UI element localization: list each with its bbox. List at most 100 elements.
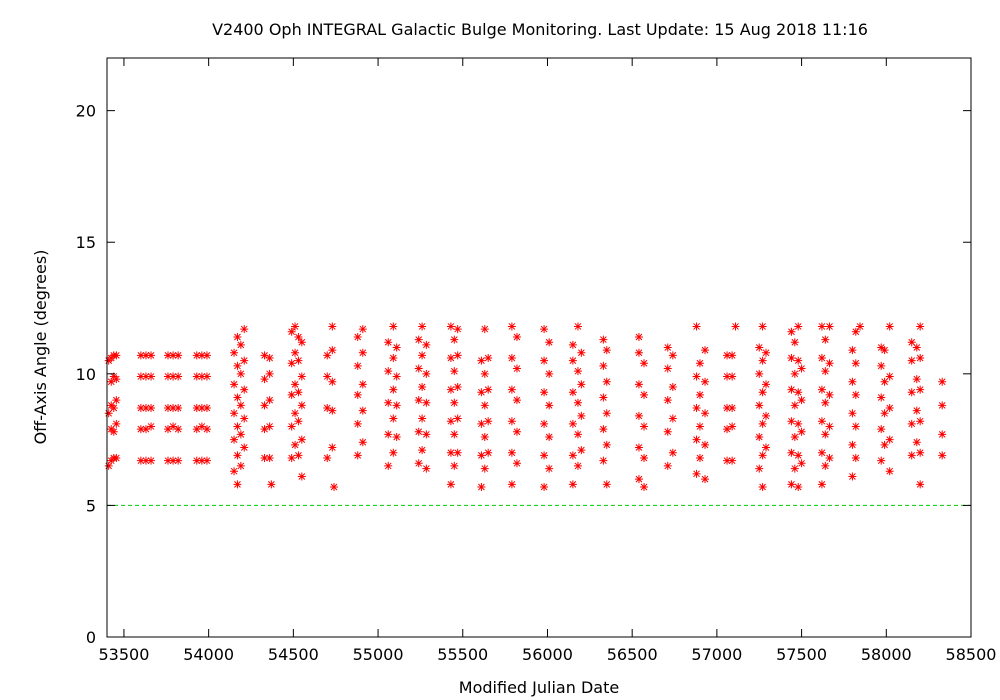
- data-point: [880, 346, 889, 355]
- data-point: [287, 422, 296, 431]
- data-point: [848, 472, 857, 481]
- data-point: [877, 425, 886, 434]
- data-point: [389, 322, 398, 331]
- data-point: [163, 404, 172, 413]
- data-point: [728, 456, 737, 465]
- data-point: [233, 361, 242, 370]
- data-point: [141, 404, 150, 413]
- data-point: [323, 372, 332, 381]
- data-point: [507, 448, 516, 457]
- data-point: [695, 359, 704, 368]
- data-point: [723, 404, 732, 413]
- data-point: [825, 322, 834, 331]
- data-point: [851, 359, 860, 368]
- data-point: [323, 454, 332, 463]
- data-point: [545, 338, 554, 347]
- data-point: [446, 354, 455, 363]
- data-point: [323, 404, 332, 413]
- data-point: [480, 464, 489, 473]
- data-point: [240, 443, 249, 452]
- data-point: [938, 401, 947, 410]
- data-point: [512, 364, 521, 373]
- data-point: [907, 419, 916, 428]
- data-point: [907, 388, 916, 397]
- data-point: [599, 425, 608, 434]
- data-point: [450, 461, 459, 470]
- data-point: [762, 443, 771, 452]
- data-point: [577, 380, 586, 389]
- data-point: [817, 385, 826, 394]
- data-point: [192, 404, 201, 413]
- data-point: [817, 322, 826, 331]
- data-point: [663, 364, 672, 373]
- data-point: [287, 390, 296, 399]
- data-point: [236, 401, 245, 410]
- data-point: [384, 367, 393, 376]
- data-point: [885, 467, 894, 476]
- data-point: [109, 427, 118, 436]
- data-point: [916, 480, 925, 489]
- data-point: [236, 461, 245, 470]
- data-point: [358, 380, 367, 389]
- data-point: [723, 351, 732, 360]
- data-point: [938, 430, 947, 439]
- data-point: [233, 422, 242, 431]
- data-point: [790, 464, 799, 473]
- data-point: [790, 401, 799, 410]
- data-point: [484, 448, 493, 457]
- data-point: [568, 419, 577, 428]
- data-point: [192, 425, 201, 434]
- data-point: [446, 417, 455, 426]
- data-point: [507, 322, 516, 331]
- data-point: [163, 425, 172, 434]
- data-point: [147, 422, 156, 431]
- data-point: [573, 322, 582, 331]
- data-point: [202, 456, 211, 465]
- data-point: [568, 388, 577, 397]
- data-point: [414, 427, 423, 436]
- data-point: [885, 322, 894, 331]
- data-point: [602, 346, 611, 355]
- data-point: [602, 480, 611, 489]
- data-point: [260, 351, 269, 360]
- data-point: [701, 475, 710, 484]
- data-point: [599, 335, 608, 344]
- data-point: [453, 351, 462, 360]
- data-point: [136, 372, 145, 381]
- data-point: [758, 322, 767, 331]
- data-point: [848, 377, 857, 386]
- y-tick-label: 0: [86, 628, 96, 647]
- data-point: [297, 372, 306, 381]
- data-point: [907, 338, 916, 347]
- data-point: [147, 372, 156, 381]
- data-point: [384, 398, 393, 407]
- data-point: [141, 425, 150, 434]
- data-point: [294, 417, 303, 426]
- data-point: [330, 482, 339, 491]
- plot-frame: [106, 57, 972, 638]
- data-point: [877, 456, 886, 465]
- data-point: [507, 354, 516, 363]
- data-point: [568, 340, 577, 349]
- data-point: [230, 409, 239, 418]
- data-point: [640, 422, 649, 431]
- data-point: [174, 425, 183, 434]
- data-point: [856, 322, 865, 331]
- data-point: [484, 354, 493, 363]
- data-point: [453, 382, 462, 391]
- data-point: [545, 369, 554, 378]
- data-point: [294, 451, 303, 460]
- data-point: [540, 356, 549, 365]
- y-axis-label: Off-Axis Angle (degrees): [31, 250, 50, 445]
- data-point: [453, 448, 462, 457]
- data-point: [147, 456, 156, 465]
- data-points: [104, 322, 947, 491]
- data-point: [480, 432, 489, 441]
- data-point: [446, 448, 455, 457]
- data-point: [512, 459, 521, 468]
- data-point: [907, 451, 916, 460]
- data-point: [384, 461, 393, 470]
- data-point: [418, 382, 427, 391]
- data-point: [695, 422, 704, 431]
